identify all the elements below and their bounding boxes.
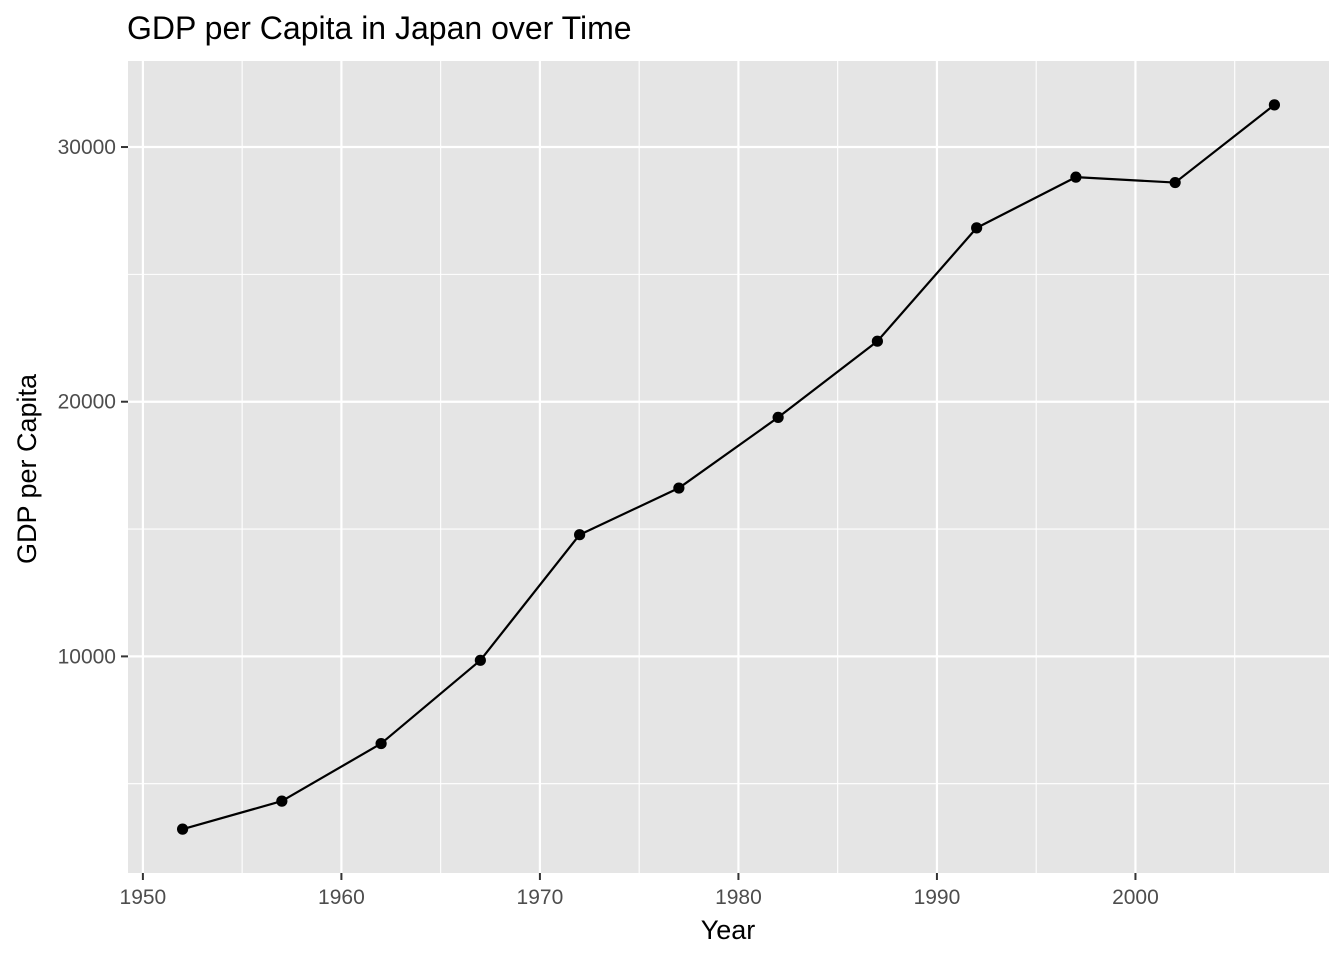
y-tick-label: 20000 <box>58 391 116 414</box>
data-point <box>1268 99 1281 111</box>
data-point <box>971 222 983 234</box>
data-point <box>673 482 685 494</box>
plot-panel <box>128 61 1329 873</box>
data-point <box>176 823 189 835</box>
y-tick-label: 30000 <box>58 136 116 159</box>
y-tick-label: 10000 <box>58 645 116 668</box>
minor-gridlines <box>128 61 1329 873</box>
data-point <box>772 411 784 424</box>
data-point <box>375 737 387 750</box>
series-group <box>176 99 1281 835</box>
y-axis-title: GDP per Capita <box>12 373 42 564</box>
data-point <box>474 654 486 666</box>
x-tick-label: 1990 <box>914 886 961 909</box>
data-point <box>1070 171 1082 183</box>
data-point <box>871 335 883 347</box>
x-tick-label: 1960 <box>318 886 365 909</box>
x-axis: 1950 1960 1970 1980 1990 2000 <box>120 873 1159 909</box>
x-tick-label: 1980 <box>715 886 762 909</box>
data-point <box>276 795 288 807</box>
data-point <box>1169 176 1181 189</box>
x-axis-title: Year <box>701 915 756 945</box>
major-gridlines <box>128 61 1329 873</box>
y-axis: 10000 20000 30000 <box>58 136 128 668</box>
x-tick-label: 2000 <box>1112 886 1159 909</box>
data-point <box>574 529 586 541</box>
series-line <box>182 103 1276 831</box>
chart-title: GDP per Capita in Japan over Time <box>127 10 632 46</box>
x-tick-label: 1950 <box>120 886 167 909</box>
x-tick-label: 1970 <box>517 886 564 909</box>
